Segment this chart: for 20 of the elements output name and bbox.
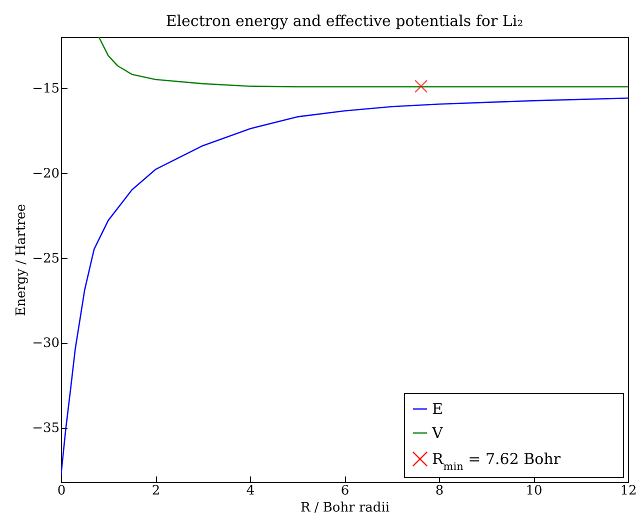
x-axis-title: R / Bohr radii: [300, 500, 390, 516]
legend-label: R$_{min}$ = 7.62 Bohr: [432, 450, 562, 473]
chart-title: Electron energy and effective potentials for Li₂: [166, 12, 524, 30]
y-tick-label: −30: [32, 336, 60, 352]
x-tick-label: 2: [152, 484, 160, 498]
line-series: [61, 97, 628, 476]
line-series: [98, 37, 628, 88]
y-tick-label: −15: [32, 81, 60, 96]
x-tick-label: 10: [526, 484, 542, 498]
x-tick-label: 8: [435, 484, 444, 498]
x-tick-label: 6: [340, 484, 350, 498]
x-tick-label: 12: [620, 484, 637, 498]
x-tick-label: 0: [57, 484, 66, 498]
y-axis-title: Energy / Hartree: [14, 204, 30, 316]
x-tick-label: 4: [246, 484, 255, 498]
legend-label: V: [431, 424, 444, 442]
y-tick-label: −20: [32, 166, 60, 182]
y-tick-label: −25: [32, 251, 60, 266]
legend-label: E: [432, 400, 443, 418]
y-tick-label: −35: [32, 421, 60, 436]
